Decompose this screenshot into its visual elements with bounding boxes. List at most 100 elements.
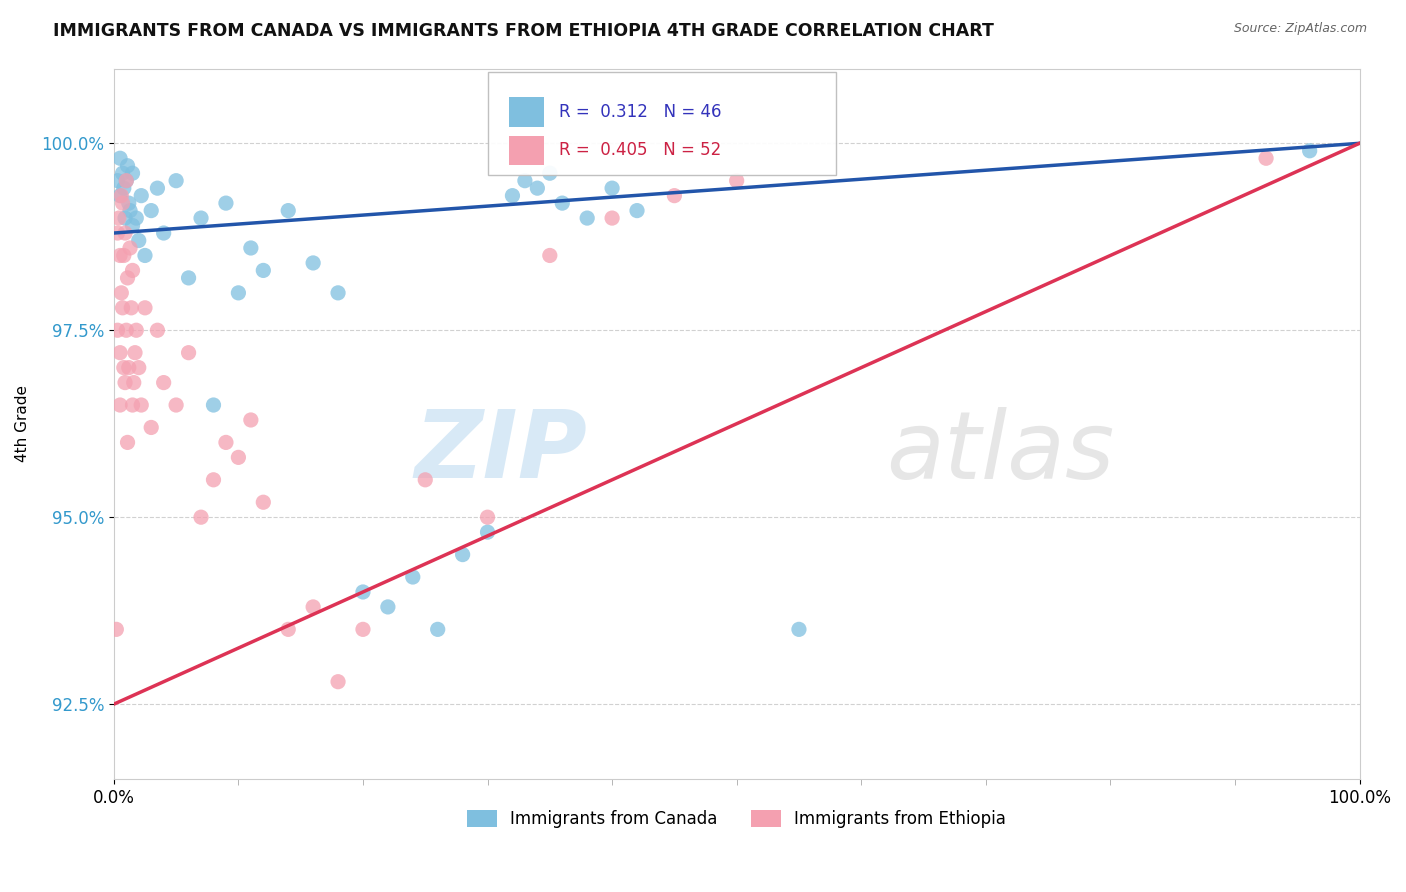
Point — [326, 285, 349, 300]
Bar — [509, 97, 544, 127]
Point — [600, 211, 623, 225]
Point — [125, 211, 148, 225]
Point — [228, 450, 250, 465]
Point — [108, 345, 131, 359]
Point — [121, 263, 143, 277]
Point — [664, 188, 686, 202]
Point — [118, 203, 141, 218]
Text: R =  0.312   N = 46: R = 0.312 N = 46 — [558, 103, 721, 121]
Point — [120, 301, 142, 315]
Point — [118, 360, 141, 375]
Point — [111, 166, 134, 180]
Y-axis label: 4th Grade: 4th Grade — [15, 385, 30, 462]
Point — [152, 376, 174, 390]
Point — [215, 196, 238, 211]
Point — [115, 174, 138, 188]
Point — [725, 174, 748, 188]
Point — [252, 263, 274, 277]
Point — [112, 181, 135, 195]
Point — [538, 248, 561, 262]
Point — [124, 345, 146, 359]
Point — [177, 345, 200, 359]
Point — [152, 226, 174, 240]
Point — [110, 188, 132, 202]
Point — [239, 413, 262, 427]
Point — [165, 174, 187, 188]
Point — [277, 623, 299, 637]
Point — [190, 211, 212, 225]
Point — [114, 211, 136, 225]
Point — [121, 166, 143, 180]
Point — [165, 398, 187, 412]
Point — [122, 376, 145, 390]
Point — [576, 211, 599, 225]
Point — [146, 181, 169, 195]
Point — [141, 420, 163, 434]
Point — [134, 248, 156, 262]
Point — [107, 174, 129, 188]
Text: atlas: atlas — [886, 407, 1115, 498]
Point — [121, 398, 143, 412]
Point — [141, 203, 163, 218]
Point — [117, 435, 139, 450]
Point — [114, 226, 136, 240]
Point — [1298, 144, 1320, 158]
Point — [326, 674, 349, 689]
Point — [111, 196, 134, 211]
Legend: Immigrants from Canada, Immigrants from Ethiopia: Immigrants from Canada, Immigrants from … — [460, 803, 1012, 835]
Point — [526, 181, 548, 195]
Point — [377, 599, 399, 614]
Point — [215, 435, 238, 450]
Point — [115, 323, 138, 337]
Point — [108, 188, 131, 202]
Point — [352, 623, 374, 637]
Point — [108, 248, 131, 262]
Point — [302, 599, 325, 614]
Point — [129, 398, 152, 412]
Point — [239, 241, 262, 255]
Point — [108, 151, 131, 165]
Point — [538, 166, 561, 180]
Point — [202, 398, 225, 412]
Point — [114, 376, 136, 390]
Bar — [509, 136, 544, 165]
Point — [600, 181, 623, 195]
Point — [202, 473, 225, 487]
Point — [426, 623, 449, 637]
Point — [302, 256, 325, 270]
Point — [413, 473, 436, 487]
Point — [128, 360, 150, 375]
Point — [118, 241, 141, 255]
Point — [477, 510, 499, 524]
Point — [451, 548, 474, 562]
Text: R =  0.405   N = 52: R = 0.405 N = 52 — [558, 142, 721, 160]
Point — [134, 301, 156, 315]
Point — [117, 159, 139, 173]
Point — [118, 196, 141, 211]
Point — [125, 323, 148, 337]
Point — [252, 495, 274, 509]
Point — [513, 174, 536, 188]
Point — [352, 585, 374, 599]
Point — [501, 188, 523, 202]
Point — [402, 570, 425, 584]
Point — [110, 285, 132, 300]
Point — [108, 398, 131, 412]
Point — [277, 203, 299, 218]
Text: Source: ZipAtlas.com: Source: ZipAtlas.com — [1233, 22, 1367, 36]
FancyBboxPatch shape — [488, 72, 837, 175]
Point — [105, 623, 128, 637]
Point — [112, 360, 135, 375]
Point — [112, 248, 135, 262]
Text: ZIP: ZIP — [415, 406, 588, 498]
Point — [626, 203, 648, 218]
Text: IMMIGRANTS FROM CANADA VS IMMIGRANTS FROM ETHIOPIA 4TH GRADE CORRELATION CHART: IMMIGRANTS FROM CANADA VS IMMIGRANTS FRO… — [53, 22, 994, 40]
Point — [107, 323, 129, 337]
Point — [121, 219, 143, 233]
Point — [177, 271, 200, 285]
Point — [107, 226, 129, 240]
Point — [477, 525, 499, 540]
Point — [128, 234, 150, 248]
Point — [228, 285, 250, 300]
Point — [190, 510, 212, 524]
